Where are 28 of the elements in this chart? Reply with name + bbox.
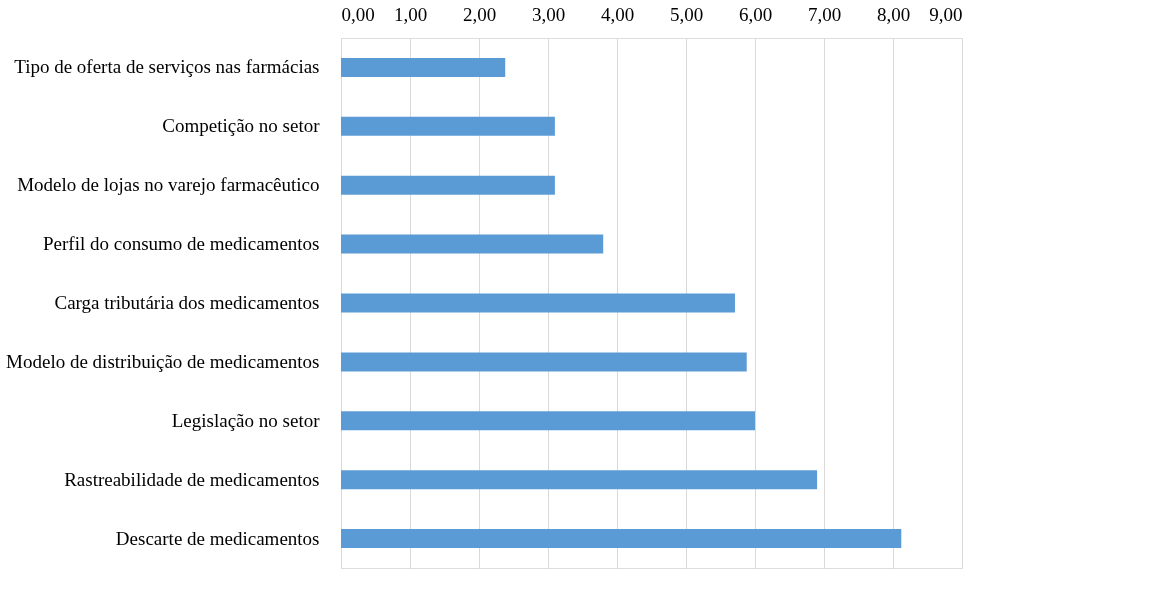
x-tick-label: 4,00 xyxy=(600,3,635,25)
bar xyxy=(341,175,555,195)
x-tick-label: 7,00 xyxy=(807,3,842,25)
bar xyxy=(341,116,555,136)
x-tick-label: 9,00 xyxy=(929,3,963,25)
bar xyxy=(341,470,818,490)
x-tick-label: 3,00 xyxy=(531,3,566,25)
x-tick-label: 0,00 xyxy=(341,3,375,25)
y-tick-label: Carga tributária dos medicamentos xyxy=(54,292,320,313)
y-tick-label: Modelo de lojas no varejo farmacêutico xyxy=(17,174,320,196)
y-tick-label: Modelo de distribuição de medicamentos xyxy=(6,350,320,372)
y-tick-label: Rastreabilidade de medicamentos xyxy=(64,468,320,490)
y-tick-label: Tipo de oferta de serviços nas farmácias xyxy=(14,56,320,78)
x-tick-label: 8,00 xyxy=(876,3,911,25)
bar xyxy=(341,352,747,372)
bar xyxy=(341,411,755,431)
bar xyxy=(341,234,604,254)
bar xyxy=(341,293,735,313)
bar xyxy=(341,529,902,549)
y-tick-label: Competição no setor xyxy=(162,115,321,137)
y-tick-label: Legislação no setor xyxy=(171,409,321,431)
y-tick-label: Descarte de medicamentos xyxy=(115,527,320,549)
x-tick-label: 1,00 xyxy=(393,3,428,25)
x-tick-label: 5,00 xyxy=(669,3,704,25)
y-tick-label: Perfil do consumo de medicamentos xyxy=(43,233,320,255)
x-tick-label: 6,00 xyxy=(738,3,773,25)
x-tick-label: 2,00 xyxy=(462,3,497,25)
bar xyxy=(341,57,506,77)
